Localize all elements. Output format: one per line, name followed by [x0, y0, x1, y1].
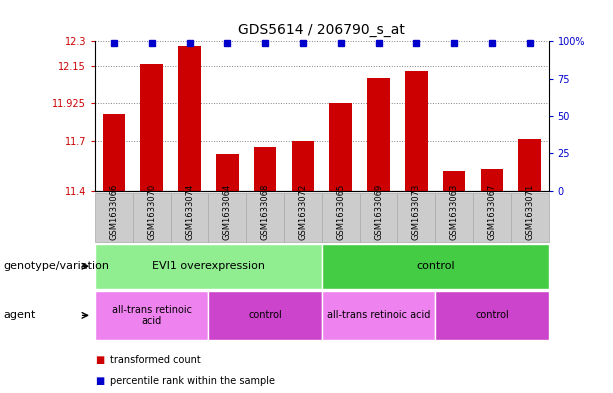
Text: GSM1633065: GSM1633065	[336, 184, 345, 240]
Text: GSM1633072: GSM1633072	[299, 184, 308, 240]
Text: ■: ■	[95, 354, 104, 365]
Text: GSM1633070: GSM1633070	[147, 184, 156, 240]
Text: genotype/variation: genotype/variation	[3, 261, 109, 271]
Bar	[140, 64, 163, 191]
Text: percentile rank within the sample: percentile rank within the sample	[110, 376, 275, 386]
Bar	[443, 171, 465, 191]
Text: control: control	[416, 261, 455, 271]
Text: all-trans retinoic
acid: all-trans retinoic acid	[112, 305, 192, 326]
Text: GSM1633071: GSM1633071	[525, 184, 535, 240]
Text: GSM1633066: GSM1633066	[109, 184, 118, 240]
Text: all-trans retinoic acid: all-trans retinoic acid	[327, 310, 430, 320]
Text: ■: ■	[95, 376, 104, 386]
Bar	[367, 78, 390, 191]
Text: control: control	[248, 310, 282, 320]
Bar	[329, 103, 352, 191]
Bar	[519, 139, 541, 191]
Text: transformed count: transformed count	[110, 354, 201, 365]
Bar	[216, 154, 238, 191]
Bar	[292, 141, 314, 191]
Bar	[254, 147, 276, 191]
Text: EVI1 overexpression: EVI1 overexpression	[152, 261, 265, 271]
Text: GSM1633074: GSM1633074	[185, 184, 194, 240]
Bar	[481, 169, 503, 191]
Bar	[405, 71, 428, 191]
Text: control: control	[475, 310, 509, 320]
Text: GSM1633064: GSM1633064	[223, 184, 232, 240]
Bar	[178, 46, 201, 191]
Text: GSM1633069: GSM1633069	[374, 184, 383, 240]
Text: agent: agent	[3, 310, 36, 320]
Text: GSM1633073: GSM1633073	[412, 184, 421, 240]
Text: GSM1633067: GSM1633067	[487, 184, 497, 240]
Bar	[102, 114, 125, 191]
Text: GSM1633068: GSM1633068	[261, 184, 270, 240]
Text: GSM1633063: GSM1633063	[449, 184, 459, 240]
Title: GDS5614 / 206790_s_at: GDS5614 / 206790_s_at	[238, 24, 405, 37]
